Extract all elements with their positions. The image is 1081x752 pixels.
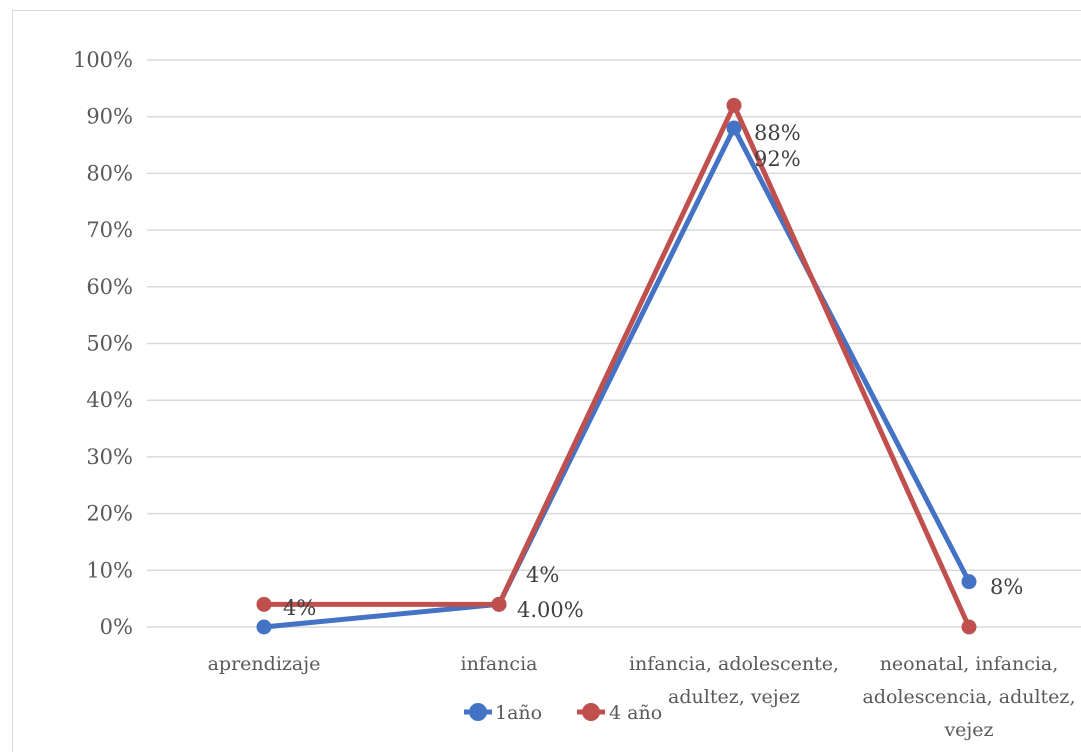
legend-label: 4 año [609,702,662,724]
x-category-label: infancia, adolescente, [629,653,839,675]
data-point [491,596,507,612]
y-tick-label: 80% [86,161,133,185]
y-tick-label: 10% [86,558,133,582]
data-point [961,574,977,590]
data-label: 92% [754,147,801,171]
y-tick-label: 100% [73,48,133,72]
chart-frame [12,10,1081,752]
y-tick-label: 50% [86,332,133,356]
data-point [961,619,977,635]
x-category-label: aprendizaje [208,653,321,675]
series-line [261,125,972,630]
data-label: 4% [283,596,316,620]
y-tick-label: 90% [86,105,133,129]
data-label: 8% [990,575,1023,599]
legend-swatch-marker [582,703,600,721]
data-point [256,619,272,635]
x-category-label: adultez, vejez [668,686,800,708]
y-tick-label: 0% [100,615,133,639]
y-tick-label: 70% [86,218,133,242]
y-tick-label: 40% [86,388,133,412]
data-point [256,596,272,612]
x-category-label: adolescencia, adultez, [863,686,1076,708]
x-category-label: infancia [461,653,538,675]
data-point [726,120,742,136]
x-category-label: vejez [943,719,993,741]
y-tick-label: 20% [86,502,133,526]
data-label: 88% [754,121,801,145]
data-point [726,97,742,113]
x-category-label: neonatal, infancia, [880,653,1059,675]
y-tick-label: 60% [86,275,133,299]
legend-label: 1año [495,702,542,724]
series-line [261,102,972,630]
legend-swatch-marker [469,703,487,721]
data-label: 4.00% [517,598,584,622]
y-tick-label: 30% [86,445,133,469]
data-label: 4% [526,563,559,587]
